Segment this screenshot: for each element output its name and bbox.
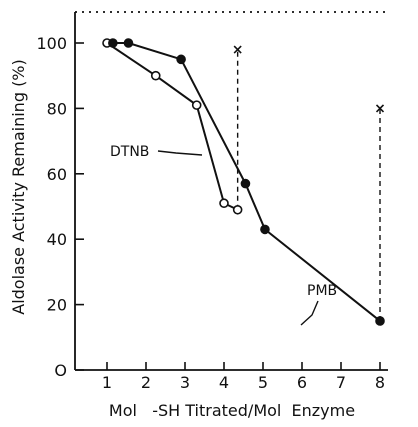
annotation-pointer-pmb: [300, 300, 319, 326]
annotation-label-pmb: PMB: [307, 283, 337, 299]
annotation-label-dtnb: DTNB: [110, 144, 149, 160]
data-point-dtnb: [150, 70, 161, 81]
x-tick-label: 4: [219, 373, 229, 392]
x-axis-ticks: 1 2 3 4 5 6 7 8: [102, 362, 385, 392]
annotation-pointer-dtnb: [157, 150, 203, 156]
endpoint-markers: [233, 45, 385, 321]
endpoint-x-marker: [375, 104, 385, 113]
y-tick-label: 80: [47, 99, 67, 118]
x-tick-label: 1: [102, 373, 112, 392]
data-point-dtnb: [232, 204, 243, 215]
x-tick-label: 7: [336, 373, 346, 392]
y-tick-label: 60: [47, 165, 67, 184]
plot-frame: [74, 11, 388, 371]
x-tick-label: 3: [180, 373, 190, 392]
series-line-dtnb: [106, 42, 239, 211]
y-axis-ticks: O 20 40 60 80 100: [36, 34, 84, 380]
data-point-pmb: [375, 316, 385, 326]
y-tick-label: O: [54, 361, 67, 380]
x-tick-label: 2: [141, 373, 151, 392]
data-point-dtnb: [191, 100, 202, 110]
x-tick-label: 8: [375, 373, 385, 392]
x-tick-label: 5: [258, 373, 268, 392]
data-point-pmb: [123, 38, 134, 48]
series-points: [102, 38, 385, 326]
y-axis-title: Aldolase Activity Remaining (%): [9, 59, 28, 315]
data-point-dtnb: [219, 198, 229, 209]
data-point-pmb: [240, 178, 251, 189]
data-point-pmb: [108, 38, 118, 48]
data-point-pmb: [176, 54, 186, 65]
y-tick-label: 40: [47, 230, 67, 249]
endpoint-x-marker: [233, 45, 242, 54]
y-tick-label: 20: [47, 296, 67, 315]
data-point-pmb: [260, 224, 270, 235]
x-tick-label: 6: [297, 373, 307, 392]
y-tick-label: 100: [36, 34, 67, 53]
series-annotations: DTNB PMB: [110, 144, 337, 326]
x-axis-title: Mol -SH Titrated/Mol Enzyme: [109, 401, 355, 420]
